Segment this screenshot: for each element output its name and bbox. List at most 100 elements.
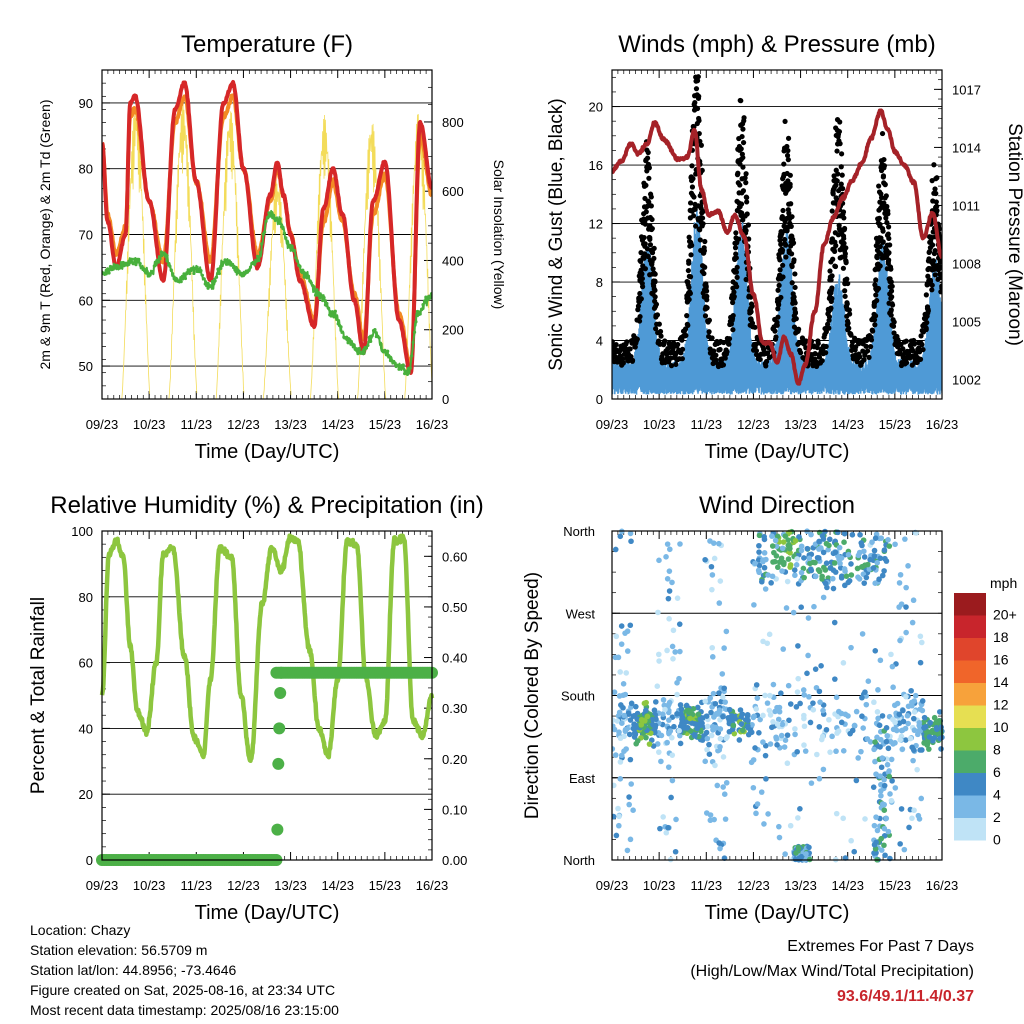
direction-point	[750, 784, 757, 791]
direction-point	[787, 549, 793, 556]
direction-point	[829, 575, 836, 582]
direction-point	[621, 712, 627, 719]
gust-point	[849, 339, 856, 345]
direction-point	[831, 619, 838, 626]
direction-point	[755, 567, 762, 574]
direction-point	[883, 725, 890, 731]
td-series-point	[258, 250, 262, 255]
direction-point	[666, 717, 672, 723]
td-series-point	[253, 262, 257, 266]
station-info: Location: Chazy Station elevation: 56.57…	[30, 920, 339, 1020]
direction-point	[730, 722, 737, 729]
direction-point	[840, 748, 847, 754]
direction-point	[613, 832, 620, 839]
direction-point	[766, 707, 773, 714]
direction-point	[908, 687, 914, 694]
gust-point	[675, 341, 681, 348]
y-right-tick-label: 400	[442, 253, 464, 268]
gust-point	[838, 181, 844, 187]
direction-point	[709, 654, 716, 660]
gust-point	[873, 292, 879, 298]
y-right-tick-label: 0.50	[442, 600, 467, 615]
gust-point	[877, 243, 883, 250]
x-tick-label: 09/23	[596, 878, 629, 893]
direction-point	[820, 707, 826, 714]
direction-point	[657, 825, 663, 832]
gust-point	[722, 355, 728, 361]
direction-point	[884, 732, 891, 739]
colorbar-title: mph	[990, 575, 1017, 591]
td-series-point	[107, 271, 111, 275]
td-series-point	[333, 309, 337, 313]
figure-created: Figure created on Sat, 2025-08-16, at 23…	[30, 982, 336, 998]
td-series-point	[156, 260, 161, 264]
direction-point	[896, 711, 903, 718]
gust-point	[888, 288, 895, 294]
direction-point	[630, 807, 636, 813]
gust-point	[740, 217, 746, 223]
gust-point	[866, 354, 872, 360]
gust-point	[891, 319, 897, 325]
x-tick-label: 16/23	[416, 878, 449, 893]
direction-point	[769, 543, 776, 549]
direction-point	[900, 718, 907, 725]
chart-title: Wind Direction	[699, 492, 855, 519]
y-tick-label: 100	[71, 524, 93, 539]
direction-point	[891, 702, 898, 709]
direction-point	[612, 723, 616, 729]
direction-point	[624, 847, 631, 854]
direction-point	[916, 722, 922, 729]
gust-point	[880, 228, 886, 234]
direction-point	[898, 806, 905, 812]
direction-point	[627, 717, 634, 723]
td-series-point	[214, 275, 219, 279]
direction-point	[704, 735, 711, 742]
direction-point	[838, 719, 845, 726]
gust-point	[833, 243, 839, 249]
td-series-point	[104, 272, 108, 276]
x-tick-label: 15/23	[369, 417, 402, 432]
gust-point	[837, 119, 843, 125]
direction-point	[711, 555, 718, 562]
td-series-point	[230, 262, 234, 267]
direction-point	[881, 825, 888, 832]
direction-point	[612, 689, 618, 695]
td-series-point	[304, 271, 308, 276]
direction-point	[896, 580, 903, 586]
direction-point	[665, 595, 672, 602]
td-series-point	[200, 273, 205, 277]
direction-point	[876, 722, 883, 729]
y-tick-label: 70	[79, 228, 93, 243]
gust-point	[827, 268, 833, 274]
gust-point	[736, 236, 742, 242]
td-series-point	[209, 284, 213, 288]
direction-point	[654, 683, 661, 689]
direction-point	[794, 689, 801, 695]
direction-point	[643, 734, 649, 741]
td-series-point	[284, 236, 288, 240]
gust-point	[874, 297, 880, 304]
y-tick-label: West	[566, 606, 596, 621]
direction-point	[783, 605, 790, 611]
direction-point	[625, 710, 632, 717]
gust-point	[703, 288, 710, 294]
direction-point	[716, 690, 722, 696]
direction-point	[770, 719, 776, 725]
x-tick-label: 11/23	[690, 417, 722, 432]
direction-point	[778, 690, 784, 697]
direction-point	[716, 600, 723, 606]
direction-point	[795, 643, 801, 649]
x-tick-label: 09/23	[596, 417, 629, 432]
x-tick-label: 15/23	[879, 417, 912, 432]
gust-point	[829, 295, 835, 302]
direction-point	[643, 707, 649, 714]
direction-point	[896, 604, 902, 610]
direction-point	[826, 536, 833, 543]
td-series-point	[264, 219, 268, 224]
x-tick-label: 15/23	[879, 878, 912, 893]
gust-point	[838, 164, 844, 170]
direction-point	[812, 573, 819, 580]
direction-point	[827, 749, 833, 755]
direction-point	[634, 738, 641, 744]
direction-point	[822, 580, 829, 587]
